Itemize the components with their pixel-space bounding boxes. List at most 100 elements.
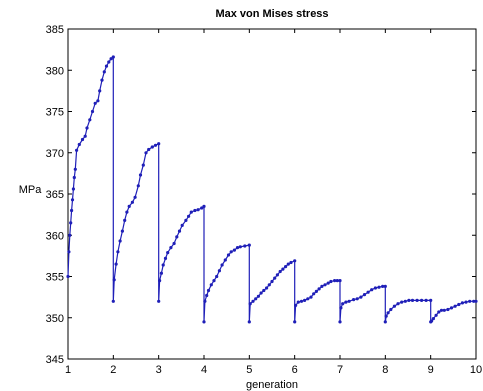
x-tick-label: 9 — [428, 364, 434, 376]
y-tick-label: 375 — [46, 107, 64, 119]
data-point — [347, 299, 351, 303]
data-point — [293, 320, 297, 324]
data-point — [265, 286, 269, 290]
data-point — [118, 239, 122, 243]
data-point — [161, 263, 165, 267]
x-tick-label: 7 — [337, 364, 343, 376]
data-point — [177, 229, 182, 233]
data-point — [396, 302, 400, 306]
data-point — [442, 308, 446, 312]
data-point — [294, 303, 298, 307]
data-point — [125, 210, 129, 214]
data-point — [180, 223, 184, 227]
x-tick-label: 1 — [65, 364, 71, 376]
axis-ticks — [67, 28, 477, 360]
data-point — [392, 304, 396, 308]
data-point — [296, 300, 300, 304]
data-point — [80, 137, 85, 142]
y-axis-label: MPa — [19, 184, 43, 196]
data-point — [474, 299, 478, 303]
data-point — [133, 195, 137, 199]
data-point — [153, 143, 158, 147]
data-point — [123, 218, 127, 222]
data-point — [335, 279, 339, 283]
data-point — [431, 317, 435, 321]
x-tick-label: 3 — [156, 364, 162, 376]
data-point — [184, 218, 188, 222]
data-point — [90, 109, 95, 114]
data-point — [403, 299, 407, 303]
data-point — [270, 279, 274, 284]
y-tick-label: 350 — [46, 313, 64, 325]
data-point — [130, 200, 134, 204]
data-point — [420, 298, 424, 302]
data-point — [111, 299, 115, 303]
data-point — [120, 229, 124, 233]
data-point — [314, 289, 318, 293]
data-point — [373, 286, 377, 290]
data-point — [352, 298, 356, 302]
data-point — [175, 235, 179, 239]
data-point — [203, 299, 207, 303]
data-point — [172, 241, 176, 246]
data-point — [312, 292, 316, 296]
data-point — [157, 299, 161, 303]
data-point — [212, 279, 216, 283]
data-point — [85, 126, 89, 130]
plot-series — [66, 55, 478, 324]
data-point — [209, 283, 213, 287]
data-point — [223, 258, 227, 262]
y-tick-label: 345 — [46, 354, 64, 366]
data-point — [453, 304, 457, 308]
data-point — [111, 55, 115, 59]
data-point — [243, 244, 247, 248]
data-point — [70, 198, 75, 202]
data-point — [278, 269, 282, 274]
data-point — [217, 269, 221, 273]
data-point — [189, 210, 193, 214]
x-tick-label: 6 — [292, 364, 298, 376]
data-point — [333, 279, 337, 283]
data-point — [238, 245, 242, 249]
x-axis-label: generation — [246, 379, 298, 391]
data-point — [309, 295, 313, 299]
data-point — [70, 208, 74, 213]
data-point — [355, 297, 359, 301]
data-point — [377, 285, 381, 289]
data-point — [303, 298, 307, 302]
data-point — [329, 279, 333, 284]
data-point — [169, 246, 173, 250]
data-point — [187, 214, 191, 218]
data-point — [157, 142, 161, 146]
data-point — [73, 167, 77, 171]
data-point — [460, 301, 464, 305]
data-point — [381, 284, 385, 288]
data-point — [88, 118, 92, 122]
data-point — [389, 307, 393, 312]
data-point — [232, 248, 236, 252]
data-point — [98, 89, 102, 93]
data-point — [158, 279, 162, 283]
data-point — [339, 306, 343, 310]
data-point — [200, 206, 204, 210]
data-point — [259, 291, 263, 295]
x-tick-label: 4 — [201, 364, 207, 376]
data-point — [384, 314, 388, 318]
data-point — [66, 274, 70, 279]
data-point — [229, 250, 233, 254]
data-point — [202, 204, 206, 208]
data-point — [75, 148, 79, 152]
data-point — [362, 293, 367, 297]
data-point — [104, 64, 109, 68]
data-point — [262, 288, 266, 293]
data-point — [251, 299, 255, 303]
data-point — [429, 298, 433, 302]
data-point — [299, 299, 304, 303]
data-point — [136, 184, 140, 188]
data-point — [247, 243, 251, 247]
data-point — [112, 278, 116, 282]
data-point — [150, 145, 154, 149]
data-point — [306, 297, 310, 301]
